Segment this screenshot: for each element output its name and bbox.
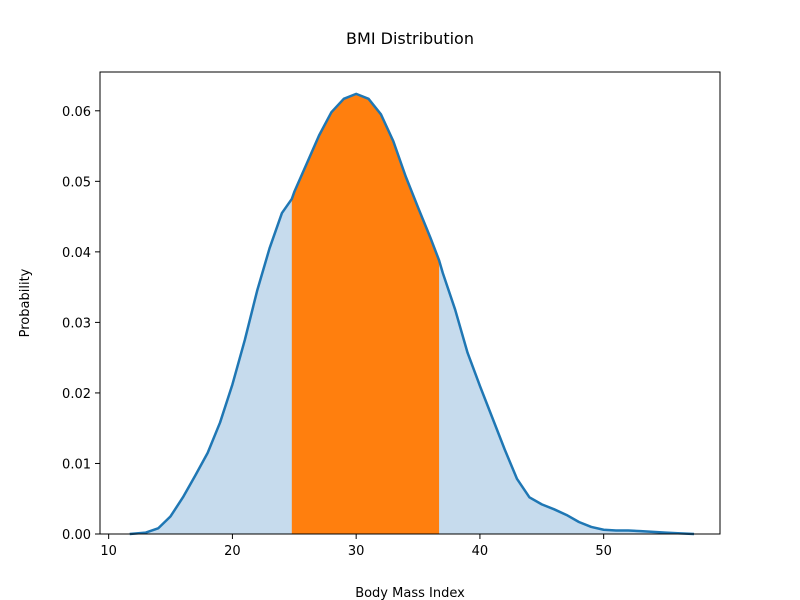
chart-title: BMI Distribution — [346, 29, 474, 48]
y-tick-label: 0.01 — [62, 457, 91, 472]
y-tick-label: 0.00 — [62, 528, 91, 543]
y-tick-label: 0.03 — [62, 316, 91, 331]
axes-frame — [99, 71, 721, 535]
x-tick-label: 50 — [595, 544, 612, 559]
y-tick-label: 0.06 — [62, 105, 91, 120]
x-tick-label: 30 — [348, 544, 365, 559]
density-line — [129, 92, 695, 536]
y-tick-label: 0.04 — [62, 246, 91, 261]
y-axis-title: Probability — [18, 268, 33, 337]
y-tick-label: 0.05 — [62, 175, 91, 190]
x-tick-label: 20 — [224, 544, 241, 559]
x-tick-label: 10 — [100, 544, 117, 559]
tick-layer: 10 20 30 40 50 0.00 0.01 0.02 0.03 0.04 0.05 0.06 — [62, 105, 612, 559]
x-tick-label: 40 — [472, 544, 489, 559]
highlight-area — [291, 93, 440, 534]
y-tick-label: 0.02 — [62, 387, 91, 402]
x-axis-title: Body Mass Index — [355, 586, 465, 600]
plot-area — [129, 92, 695, 536]
